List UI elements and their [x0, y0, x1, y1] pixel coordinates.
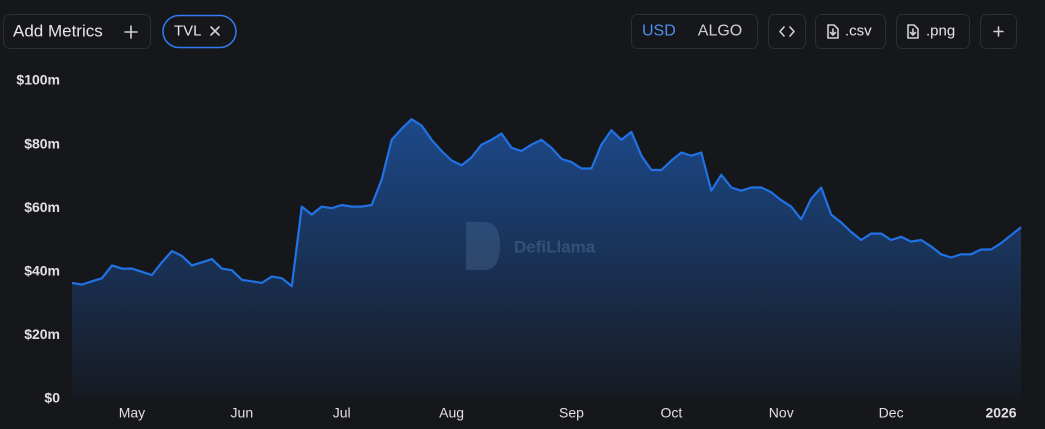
metric-label: TVL: [174, 22, 202, 39]
more-button[interactable]: [980, 14, 1017, 49]
add-metrics-label: Add Metrics: [13, 21, 103, 40]
download-icon: [907, 24, 919, 39]
metric-pill[interactable]: TVL: [162, 14, 237, 49]
csv-label: .csv: [845, 22, 872, 39]
plot: DefiLlama$0$20m$40m$60m$80m$100mMayJunJu…: [16, 72, 1022, 421]
currency-option[interactable]: USD: [642, 23, 676, 40]
y-tick-label: $40m: [24, 263, 60, 279]
png-label: .png: [926, 22, 955, 39]
x-tick-label: Sep: [559, 405, 584, 421]
code-icon: [779, 26, 795, 37]
add-metrics-button[interactable]: Add Metrics: [3, 14, 151, 49]
x-tick-label: Jul: [333, 405, 351, 421]
currency-option[interactable]: ALGO: [698, 23, 742, 40]
y-tick-label: $100m: [16, 72, 60, 88]
x-tick-label: 2026: [985, 405, 1016, 421]
plus-icon: [124, 25, 138, 39]
x-tick-label: Jun: [231, 405, 254, 421]
y-tick-label: $20m: [24, 326, 60, 342]
x-tick-label: Dec: [879, 405, 904, 421]
x-tick-label: Nov: [769, 405, 794, 421]
png-button[interactable]: .png: [896, 14, 970, 49]
x-tick-label: May: [119, 405, 145, 421]
csv-button[interactable]: .csv: [815, 14, 886, 49]
y-tick-label: $0: [44, 390, 60, 406]
download-icon: [827, 24, 839, 39]
currency-toggle: [631, 14, 758, 49]
x-tick-label: Oct: [660, 405, 682, 421]
y-tick-label: $60m: [24, 199, 60, 215]
x-tick-label: Aug: [439, 405, 464, 421]
plus-icon: [993, 26, 1004, 37]
area-fill: [72, 119, 1021, 399]
line: [71, 118, 1022, 288]
embed-button[interactable]: [768, 14, 806, 49]
remove-icon[interactable]: [210, 26, 220, 36]
toolbar: Add Metrics TVL USD ALGO .csv .png: [3, 14, 1017, 49]
y-tick-label: $80m: [24, 135, 60, 151]
